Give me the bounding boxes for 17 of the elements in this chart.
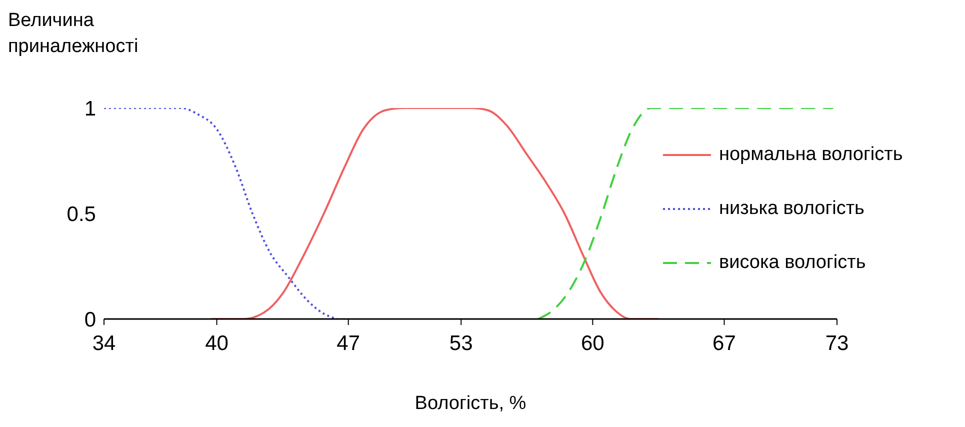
legend-label: нормальна вологість — [719, 144, 903, 166]
x-axis-title: Вологість, % — [414, 393, 526, 414]
line-series — [104, 108, 338, 319]
y-tick-label: 1 — [84, 97, 96, 120]
x-tick-label: 53 — [449, 332, 473, 355]
legend-label: низька вологість — [719, 198, 864, 220]
y-tick-label: 0 — [84, 308, 96, 332]
legend-label: висока вологість — [719, 252, 866, 274]
x-tick-label: 34 — [92, 332, 116, 355]
line-series — [210, 108, 660, 319]
x-tick-label: 73 — [825, 332, 849, 355]
x-tick-label: 40 — [205, 332, 228, 355]
y-axis-title: Величина приналежності — [8, 9, 140, 59]
y-tick-label: 0.5 — [66, 202, 96, 226]
x-tick-label: 47 — [336, 332, 360, 355]
x-tick-label: 67 — [712, 332, 736, 355]
x-tick-label: 60 — [580, 332, 604, 355]
